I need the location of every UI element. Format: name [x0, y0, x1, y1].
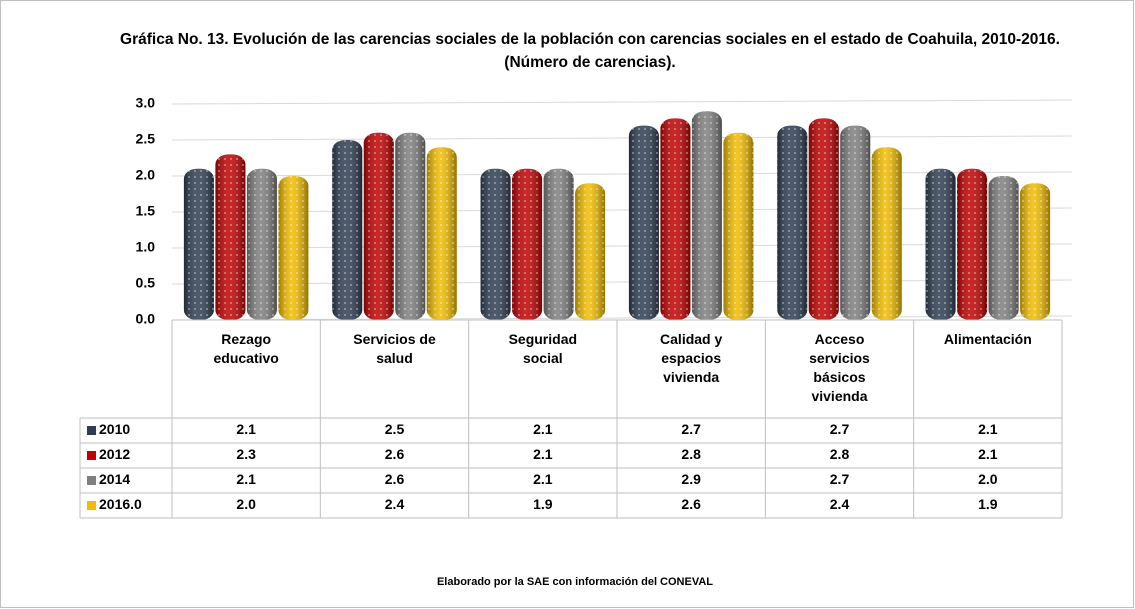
table-value: 2.6 [385, 446, 405, 462]
bar-dots [840, 125, 871, 320]
bar-dots [575, 183, 606, 320]
y-tick-label: 0.5 [136, 275, 156, 291]
bar-dots [332, 140, 363, 320]
table-value: 2.0 [978, 471, 998, 487]
y-tick-label: 2.5 [136, 131, 156, 147]
table-value: 2.7 [830, 471, 850, 487]
table-value: 2.3 [236, 446, 256, 462]
table-value: 2.1 [533, 446, 553, 462]
legend-label: 2010 [99, 421, 130, 437]
chart-title: Gráfica No. 13. Evolución de las carenci… [120, 31, 1060, 71]
grid-line [171, 207, 1073, 213]
table-value: 1.9 [533, 496, 553, 512]
y-tick-label: 0.0 [136, 311, 156, 327]
bar-dots [395, 132, 426, 320]
bar-dots [723, 132, 754, 320]
bar-dots [426, 147, 457, 320]
table-value: 2.6 [681, 496, 701, 512]
legend-label: 2016.0 [99, 496, 142, 512]
bar-dots [628, 125, 659, 320]
category-label: Alimentación [943, 331, 1032, 347]
table-value: 2.5 [385, 421, 405, 437]
y-tick-label: 1.0 [136, 239, 156, 255]
table-value: 2.1 [978, 421, 998, 437]
legend-swatch [87, 501, 96, 510]
table-value: 2.6 [385, 471, 405, 487]
table-value: 2.7 [830, 421, 850, 437]
bar-dots [957, 168, 988, 320]
table-value: 2.4 [385, 496, 405, 512]
legend-swatch [87, 476, 96, 485]
table-value: 2.7 [681, 421, 701, 437]
bar-dots [691, 111, 722, 320]
footnote: Elaborado por la SAE con información del… [436, 576, 714, 588]
category-label: Acceso servicios básicos vivienda [809, 331, 870, 404]
legend-swatch [87, 426, 96, 435]
bar-dots [871, 147, 902, 320]
bar-dots [512, 168, 543, 320]
grid-line [171, 135, 1073, 141]
legend-label: 2012 [99, 446, 130, 462]
bar-dots [183, 168, 214, 320]
category-label: Rezago educativo [213, 331, 279, 366]
bar-dots [777, 125, 808, 320]
y-tick-label: 1.5 [136, 203, 156, 219]
table-value: 1.9 [978, 496, 998, 512]
table-value: 2.1 [978, 446, 998, 462]
table-value: 2.4 [830, 496, 850, 512]
bar-dots [925, 168, 956, 320]
category-label: Calidad y espacios vivienda [660, 331, 723, 385]
table-value: 2.9 [681, 471, 701, 487]
table-value: 2.0 [236, 496, 256, 512]
bar-dots [660, 118, 691, 321]
table-value: 2.1 [533, 421, 553, 437]
grid-line [171, 99, 1073, 105]
table-value: 2.1 [236, 421, 256, 437]
category-label: Servicios de salud [353, 331, 436, 366]
table-value: 2.1 [533, 471, 553, 487]
bar-dots [988, 176, 1019, 320]
bar-dots [278, 176, 309, 320]
bar-dots [543, 168, 574, 320]
grid-line [171, 279, 1073, 285]
legend-swatch [87, 451, 96, 460]
bar-dots [1020, 183, 1051, 320]
table-value: 2.1 [236, 471, 256, 487]
legend-label: 2014 [99, 471, 130, 487]
table-value: 2.8 [830, 446, 850, 462]
bar-dots [363, 132, 394, 320]
bar-dots [480, 168, 511, 320]
bar-dots [808, 118, 839, 321]
table-value: 2.8 [681, 446, 701, 462]
grid-line [171, 171, 1073, 177]
bar-dots [215, 154, 246, 320]
y-tick-label: 3.0 [136, 95, 156, 111]
grid-line [171, 315, 1073, 321]
grid-line [171, 243, 1073, 249]
y-tick-label: 2.0 [136, 167, 156, 183]
bar-dots [246, 168, 277, 320]
category-label: Seguridad social [508, 331, 578, 366]
